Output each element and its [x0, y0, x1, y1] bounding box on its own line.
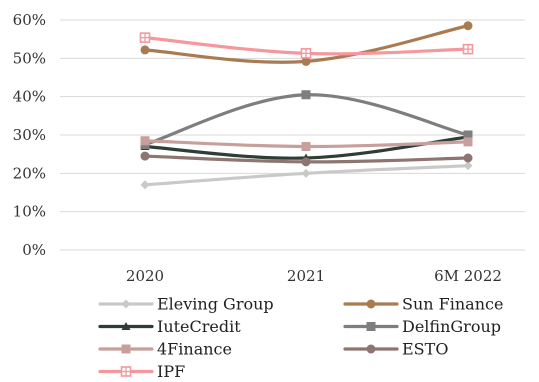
series-line — [143, 93, 470, 147]
y-tick-label: 20% — [13, 164, 46, 182]
y-axis-tick-labels: 0% 10% 20% 30% 40% 50% 60% — [13, 11, 46, 259]
legend-item: IPF — [98, 362, 185, 381]
data-point — [301, 90, 311, 100]
data-point — [463, 130, 473, 140]
series-delfingroup — [140, 90, 473, 150]
legend-marker — [366, 344, 376, 354]
series-lines — [139, 21, 474, 190]
legend-marker — [366, 322, 376, 331]
legend-label: Sun Finance — [402, 295, 503, 314]
legend-item: Sun Finance — [343, 295, 503, 314]
y-tick-label: 10% — [13, 203, 46, 221]
gridlines — [60, 19, 525, 251]
data-point — [301, 168, 311, 178]
data-point — [140, 180, 150, 190]
legend-marker — [121, 344, 131, 354]
y-tick-label: 0% — [22, 241, 46, 259]
data-point — [140, 136, 150, 146]
legend-marker — [121, 299, 131, 309]
x-axis-tick-labels: 2020 2021 6M 2022 — [126, 267, 502, 285]
legend-label: 4Finance — [157, 340, 232, 359]
y-tick-label: 40% — [13, 88, 46, 106]
legend-marker — [366, 299, 376, 309]
data-point — [463, 161, 473, 171]
legend-label: Eleving Group — [157, 295, 274, 314]
legend-item: ESTO — [343, 340, 448, 359]
series-sun-finance — [140, 21, 473, 66]
x-tick-label: 2020 — [126, 267, 164, 285]
data-point — [463, 21, 473, 31]
legend-marker — [121, 322, 131, 330]
legend-item: IuteCredit — [98, 317, 241, 336]
data-point — [301, 157, 311, 167]
legend-label: IuteCredit — [157, 317, 241, 336]
data-point — [301, 56, 311, 66]
x-tick-label: 2021 — [287, 267, 325, 285]
legend: Eleving Group Sun Finance IuteCredit Delfin… — [98, 295, 503, 381]
legend-item: 4Finance — [98, 340, 232, 359]
data-point — [140, 151, 150, 161]
data-point — [140, 45, 150, 55]
series-esto — [140, 151, 473, 167]
data-point — [463, 153, 473, 163]
y-tick-label: 50% — [13, 49, 46, 67]
series-ipf — [139, 32, 474, 59]
data-point — [463, 137, 473, 147]
legend-label: ESTO — [402, 340, 448, 359]
series-4finance — [140, 136, 473, 151]
y-tick-label: 30% — [13, 126, 46, 144]
y-tick-label: 60% — [13, 11, 46, 29]
x-tick-label: 6M 2022 — [434, 267, 502, 285]
legend-label: IPF — [157, 362, 185, 377]
legend-item: Eleving Group — [98, 295, 274, 314]
series-eleving-group — [140, 161, 473, 190]
legend-item: DelfinGroup — [343, 317, 501, 336]
data-point — [301, 142, 311, 151]
legend-label: DelfinGroup — [402, 317, 501, 336]
